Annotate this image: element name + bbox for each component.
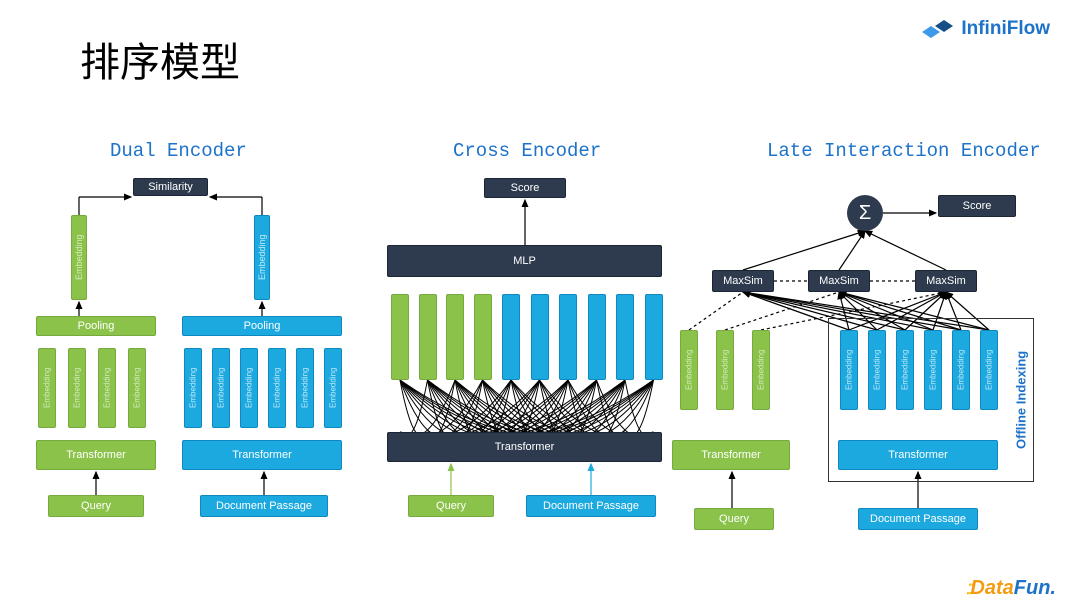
transformer-box: Transformer	[387, 432, 662, 462]
embedding-box: Embedding	[268, 348, 286, 428]
infiniflow-mark-icon	[921, 18, 955, 40]
block-box	[588, 294, 606, 380]
block-box	[559, 294, 577, 380]
column-title-2: Late Interaction Encoder	[767, 140, 1041, 162]
pooling-box: Pooling	[182, 316, 342, 336]
block-box	[474, 294, 492, 380]
embedding-box: Embedding	[254, 215, 270, 300]
query-box: Query	[694, 508, 774, 530]
embedding-box: Embedding	[184, 348, 202, 428]
offline-indexing-box	[828, 318, 1034, 482]
document-passage-box: Document Passage	[200, 495, 328, 517]
embedding-box: Embedding	[716, 330, 734, 410]
column-title-0: Dual Encoder	[110, 140, 247, 162]
transformer-box: Transformer	[36, 440, 156, 470]
embedding-box: Embedding	[38, 348, 56, 428]
block-box	[645, 294, 663, 380]
embedding-box: Embedding	[752, 330, 770, 410]
embedding-box: Embedding	[240, 348, 258, 428]
slide-title: 排序模型	[80, 30, 240, 88]
infiniflow-logo: InfiniFlow	[921, 18, 1050, 40]
maxsim-box: MaxSim	[808, 270, 870, 292]
pooling-box: Pooling	[36, 316, 156, 336]
infiniflow-logo-text: InfiniFlow	[961, 18, 1050, 40]
block-box	[531, 294, 549, 380]
transformer-box: Transformer	[182, 440, 342, 470]
mlp-box: MLP	[387, 245, 662, 277]
embedding-box: Embedding	[98, 348, 116, 428]
document-passage-box: Document Passage	[526, 495, 656, 517]
document-passage-box: Document Passage	[858, 508, 978, 530]
block-box	[446, 294, 464, 380]
sigma-node: Σ	[847, 195, 883, 231]
embedding-box: Embedding	[68, 348, 86, 428]
query-box: Query	[408, 495, 494, 517]
offline-indexing-label: Offline Indexing	[1012, 336, 1030, 464]
datafun-logo: ⁚⁚DataFun.	[966, 577, 1056, 600]
datafun-post: Fun.	[1014, 577, 1056, 599]
maxsim-box: MaxSim	[915, 270, 977, 292]
datafun-pre: Data	[970, 577, 1013, 599]
score-box: Score	[938, 195, 1016, 217]
block-box	[391, 294, 409, 380]
embedding-box: Embedding	[71, 215, 87, 300]
embedding-box: Embedding	[680, 330, 698, 410]
column-title-1: Cross Encoder	[453, 140, 601, 162]
similarity-box: Similarity	[133, 178, 208, 196]
block-box	[502, 294, 520, 380]
maxsim-box: MaxSim	[712, 270, 774, 292]
block-box	[419, 294, 437, 380]
block-box	[616, 294, 634, 380]
query-box: Query	[48, 495, 144, 517]
embedding-box: Embedding	[212, 348, 230, 428]
transformer-box: Transformer	[672, 440, 790, 470]
embedding-box: Embedding	[324, 348, 342, 428]
score-box: Score	[484, 178, 566, 198]
embedding-box: Embedding	[128, 348, 146, 428]
embedding-box: Embedding	[296, 348, 314, 428]
